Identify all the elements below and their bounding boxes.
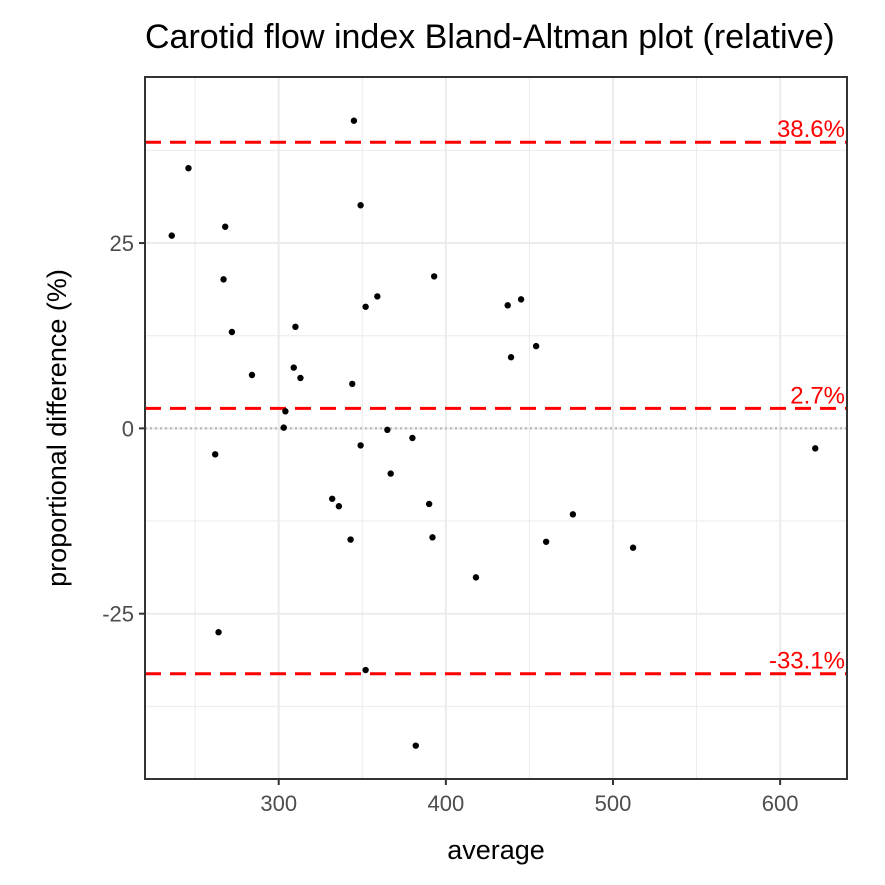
data-point [228, 328, 236, 336]
data-point [409, 434, 416, 442]
data-point [215, 629, 222, 636]
data-point [412, 742, 419, 749]
y-tick-label: 0 [122, 416, 134, 441]
data-point [362, 666, 369, 674]
y-tick-label: 25 [110, 231, 134, 256]
data-point [812, 445, 819, 452]
data-points [168, 117, 819, 749]
data-point [532, 342, 540, 350]
data-point [350, 117, 358, 124]
data-point [542, 538, 550, 545]
y-axis-ticks: -25 0 25 [102, 231, 145, 627]
x-tick-label: 600 [762, 791, 799, 816]
data-point [362, 303, 369, 310]
data-point [387, 470, 394, 477]
data-point [347, 536, 354, 543]
data-point [507, 354, 515, 361]
x-tick-label: 300 [260, 791, 297, 816]
data-point [517, 296, 525, 303]
data-point [282, 408, 289, 415]
data-point [430, 273, 438, 280]
data-point [569, 511, 577, 518]
data-point [212, 451, 219, 458]
y-tick-label: -25 [102, 602, 134, 627]
data-point [222, 223, 229, 230]
data-point [185, 164, 192, 172]
x-axis-title: average [447, 835, 545, 865]
data-point [357, 442, 364, 449]
data-point [220, 276, 227, 283]
limit-label: 38.6% [777, 116, 845, 143]
data-point [349, 380, 356, 388]
data-point [297, 374, 304, 382]
data-point [335, 503, 343, 510]
data-point [472, 574, 480, 581]
data-point [168, 232, 175, 239]
data-point [292, 323, 299, 331]
reference-labels: 38.6% 2.7% -33.1% [769, 116, 845, 675]
x-tick-label: 400 [427, 791, 464, 816]
data-point [374, 293, 381, 300]
data-point [425, 500, 433, 508]
data-point [504, 302, 511, 309]
data-point [429, 534, 436, 541]
data-point [357, 202, 364, 209]
x-axis-ticks: 300 400 500 600 [260, 779, 799, 816]
reference-lines [145, 140, 847, 676]
data-point [248, 371, 256, 379]
limit-label: 2.7% [790, 382, 845, 409]
data-point [290, 364, 297, 371]
x-tick-label: 500 [595, 791, 632, 816]
data-point [629, 544, 637, 551]
data-point [329, 495, 336, 502]
limit-label: -33.1% [769, 648, 845, 675]
y-axis-title: proportional difference (%) [42, 269, 72, 587]
data-point [384, 426, 391, 434]
chart-title: Carotid flow index Bland-Altman plot (re… [145, 18, 835, 56]
data-point [280, 424, 287, 431]
